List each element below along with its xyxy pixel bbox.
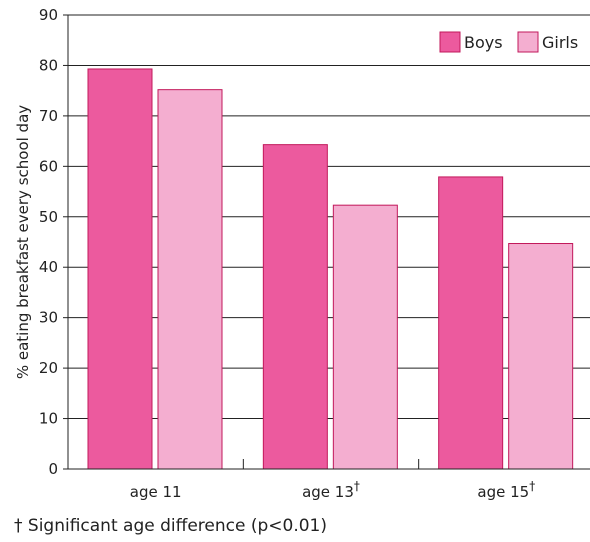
x-category-label: age 15† xyxy=(477,479,535,500)
significance-mark: † xyxy=(529,479,535,493)
legend: Boys Girls xyxy=(439,31,578,53)
legend-item-boys: Boys xyxy=(439,31,503,53)
bar-girls-0 xyxy=(157,89,223,470)
x-category-label: age 13† xyxy=(302,479,360,500)
y-tick-label: 70 xyxy=(39,107,58,125)
y-tick-label: 20 xyxy=(39,359,58,377)
x-category-labels: age 11 age 13† age 15† xyxy=(130,479,535,500)
bars xyxy=(87,68,574,470)
legend-label: Boys xyxy=(464,33,503,52)
bar-boys-2 xyxy=(438,176,504,470)
legend-label: Girls xyxy=(542,33,578,52)
y-tick-label: 50 xyxy=(39,208,58,226)
x-category-label: age 11 xyxy=(130,483,182,500)
bar-boys-1 xyxy=(262,144,328,470)
y-tick-label: 60 xyxy=(39,157,58,175)
bar-girls-2 xyxy=(508,243,574,470)
bar-girls-1 xyxy=(332,204,398,470)
bar-boys-0 xyxy=(87,68,153,470)
footnote: † Significant age difference (p<0.01) xyxy=(14,516,327,536)
y-tick-label: 30 xyxy=(39,309,58,327)
bar-chart: 0 10 20 30 40 50 60 70 80 90 age 11 age 13† age 15†… xyxy=(14,6,590,500)
gridlines xyxy=(68,14,590,420)
y-axis-label: % eating breakfast every school day xyxy=(14,105,32,379)
legend-swatch xyxy=(517,31,539,53)
y-tick-label: 90 xyxy=(39,6,58,24)
legend-swatch xyxy=(439,31,461,53)
y-tick-label: 0 xyxy=(48,460,58,478)
y-tick-label: 10 xyxy=(39,410,58,428)
y-tick-label: 80 xyxy=(39,56,58,74)
axes xyxy=(63,14,590,470)
y-tick-labels: 0 10 20 30 40 50 60 70 80 90 xyxy=(39,6,58,478)
significance-mark: † xyxy=(354,479,360,493)
legend-item-girls: Girls xyxy=(517,31,578,53)
y-tick-label: 40 xyxy=(39,258,58,276)
